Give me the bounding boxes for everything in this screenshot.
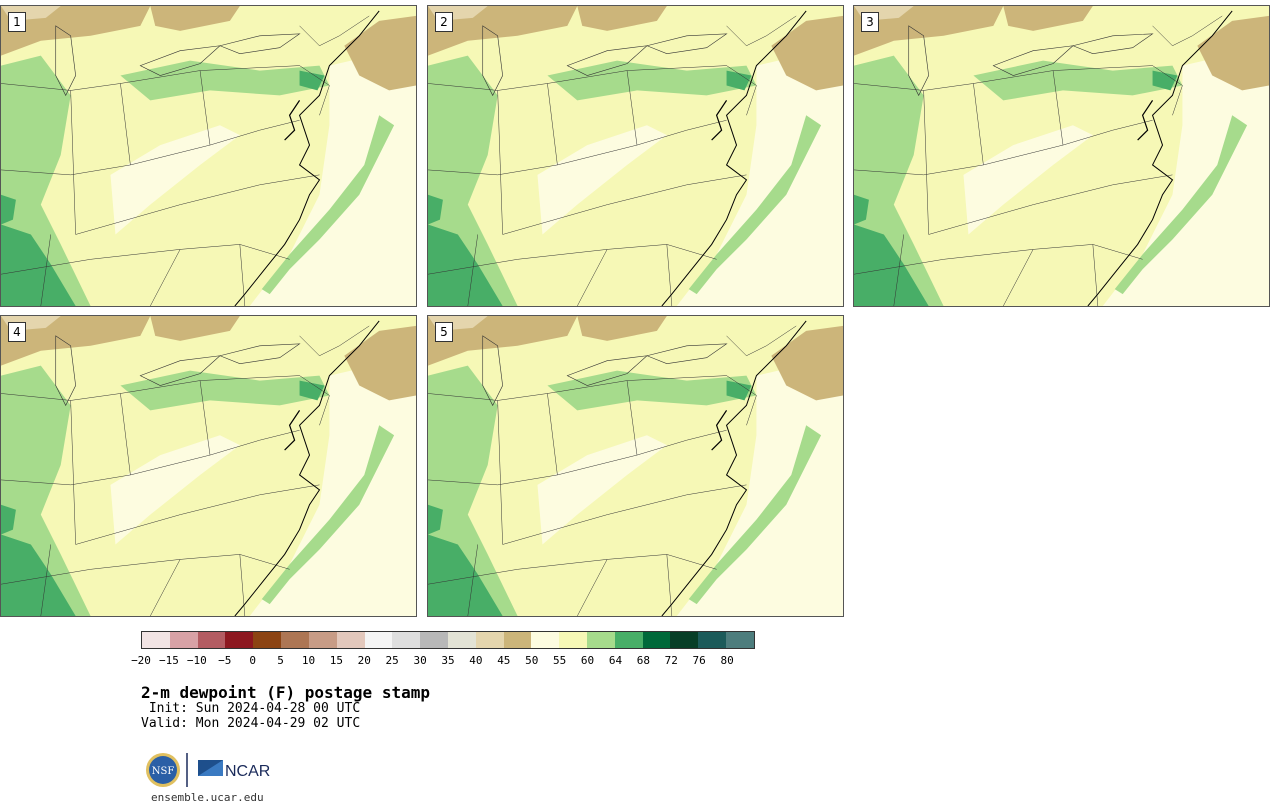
ncar-logo-text: NCAR <box>225 763 270 780</box>
dewpoint-map <box>428 6 843 306</box>
dewpoint-map <box>854 6 1269 306</box>
nsf-logo-text: NSF <box>152 766 175 777</box>
colorbar-swatch <box>281 632 309 648</box>
colorbar-tick-label: 15 <box>329 654 343 667</box>
colorbar-tick-label: 55 <box>553 654 567 667</box>
colorbar-swatch <box>503 632 532 648</box>
panel-number: 2 <box>435 12 453 32</box>
colorbar-swatch <box>169 632 198 648</box>
map-title: 2-m dewpoint (F) postage stamp <box>141 683 430 702</box>
colorbar-tick-label: 30 <box>413 654 427 667</box>
dewpoint-map <box>1 316 416 616</box>
init-time: Init: Sun 2024-04-28 00 UTC <box>141 701 361 716</box>
valid-time: Valid: Mon 2024-04-29 02 UTC <box>141 716 361 731</box>
nsf-logo-icon: NSF <box>146 753 180 787</box>
colorbar-swatch <box>308 632 337 648</box>
colorbar-swatch <box>559 632 587 648</box>
colorbar-tick-label: 10 <box>301 654 316 667</box>
colorbar-tick-label: 5 <box>277 654 284 667</box>
ncar-logo-icon: NCAR <box>198 760 270 780</box>
colorbar-tick-label: 50 <box>525 654 539 667</box>
colorbar-tick-label: 25 <box>385 654 399 667</box>
colorbar-swatch <box>225 632 254 648</box>
colorbar-swatch <box>392 632 421 648</box>
colorbar-swatch <box>253 632 282 648</box>
panel-number: 4 <box>8 322 26 342</box>
colorbar-swatch <box>531 632 560 648</box>
colorbar-tick-label: 35 <box>441 654 455 667</box>
colorbar-swatch <box>698 632 727 648</box>
colorbar-swatch <box>364 632 393 648</box>
colorbar-swatch <box>420 632 448 648</box>
logos: NSF NCAR <box>145 750 275 790</box>
colorbar-tick-label: 72 <box>664 654 678 667</box>
colorbar-tick-label: 76 <box>692 654 706 667</box>
colorbar-tick-label: 68 <box>636 654 650 667</box>
ensemble-member-panel-4: 4 <box>0 315 417 617</box>
colorbar-swatch <box>475 632 504 648</box>
colorbar-tick-label: 64 <box>608 654 623 667</box>
colorbar-swatch <box>142 632 170 648</box>
panel-number: 1 <box>8 12 26 32</box>
panel-number: 3 <box>861 12 879 32</box>
colorbar-swatch <box>197 632 226 648</box>
dewpoint-map <box>428 316 843 616</box>
colorbar-swatch <box>336 632 365 648</box>
colorbar-swatch <box>642 632 671 648</box>
colorbar-ticks: −20 −15 −10 −5 0 5 10 15 20 25 30 35 40 45 50 55 60 64 68 7… <box>131 654 755 668</box>
ensemble-member-panel-2: 2 <box>427 5 844 307</box>
colorbar-tick-label: −15 <box>158 654 179 667</box>
panel-number: 5 <box>435 322 453 342</box>
ensemble-member-panel-5: 5 <box>427 315 844 617</box>
colorbar-tick-label: 0 <box>249 654 256 667</box>
colorbar-swatch <box>614 632 643 648</box>
colorbar-tick-label: 40 <box>469 654 483 667</box>
colorbar-tick-label: −5 <box>218 654 232 667</box>
colorbar-swatch <box>726 632 754 648</box>
colorbar-tick-label: 45 <box>497 654 511 667</box>
colorbar-tick-label: 20 <box>357 654 371 667</box>
site-url: ensemble.ucar.edu <box>151 791 264 804</box>
colorbar-tick-label: 60 <box>580 654 595 667</box>
colorbar-swatch <box>587 632 615 648</box>
colorbar <box>141 631 755 649</box>
colorbar-tick-label: −20 <box>131 654 151 667</box>
colorbar-tick-label: −10 <box>186 654 207 667</box>
ensemble-member-panel-3: 3 <box>853 5 1270 307</box>
colorbar-tick-label: 80 <box>720 654 734 667</box>
colorbar-swatch <box>670 632 699 648</box>
colorbar-swatch <box>447 632 476 648</box>
ensemble-member-panel-1: 1 <box>0 5 417 307</box>
dewpoint-map <box>1 6 416 306</box>
